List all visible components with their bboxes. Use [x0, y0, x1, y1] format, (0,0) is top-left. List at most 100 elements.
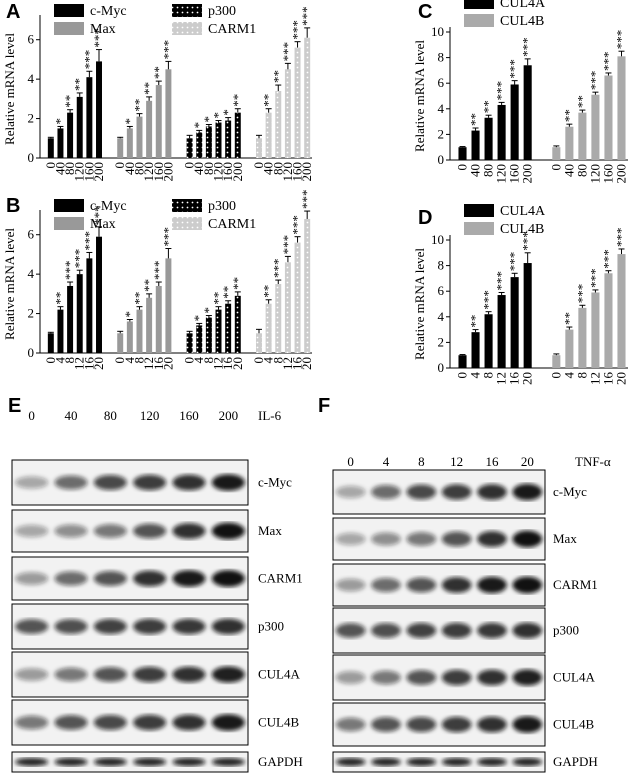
legend-swatch [464, 14, 494, 27]
x-tick-label: 4 [468, 372, 483, 379]
bar [510, 277, 519, 368]
panel-label: E [8, 395, 21, 417]
bar [76, 96, 83, 158]
x-tick-label: 16 [600, 372, 615, 386]
x-tick-label: 20 [160, 357, 175, 370]
band-group [15, 570, 245, 587]
bar [275, 284, 282, 353]
bar [126, 321, 133, 353]
protein-label: CUL4B [553, 717, 595, 732]
significance: *** [600, 249, 615, 269]
bar [234, 295, 241, 353]
band [133, 757, 167, 767]
x-tick-label: 80 [481, 164, 496, 177]
band [172, 714, 206, 731]
lane-label: 8 [418, 454, 425, 469]
significance: *** [280, 235, 295, 255]
y-tick-label: 2 [28, 306, 35, 321]
significance: *** [507, 59, 522, 79]
significance: * [211, 112, 226, 119]
panel-label: A [6, 1, 20, 23]
x-tick-label: 16 [220, 357, 235, 371]
band [172, 570, 206, 587]
band [477, 531, 507, 547]
x-tick-label: 0 [455, 164, 470, 171]
x-tick-label: 80 [131, 162, 146, 175]
y-tick-label: 4 [28, 266, 35, 281]
blot-box [11, 651, 249, 698]
band-group [335, 622, 543, 639]
band [441, 577, 472, 593]
x-tick-label: 20 [230, 357, 245, 370]
y-tick-label: 8 [438, 50, 445, 65]
significance: *** [520, 37, 535, 57]
band [477, 757, 507, 767]
panel-label: D [418, 207, 432, 229]
band [54, 571, 88, 586]
bar [294, 242, 301, 353]
bar [304, 37, 311, 158]
bar [67, 112, 74, 158]
band [371, 717, 401, 732]
x-tick-label: 12 [587, 372, 602, 385]
bar [497, 104, 506, 160]
band [335, 485, 366, 499]
x-tick-label: 0 [43, 357, 58, 364]
protein-label: p300 [258, 619, 284, 634]
x-tick-label: 160 [220, 162, 235, 182]
significance: ** [261, 285, 276, 298]
x-tick-label: 160 [81, 162, 96, 182]
bar [47, 138, 54, 158]
lane-label: 16 [486, 454, 500, 469]
bar [294, 47, 301, 158]
significance: *** [507, 252, 522, 272]
lane-label: 120 [140, 408, 160, 423]
y-tick-label: 0 [438, 360, 445, 375]
y-tick-label: 0 [438, 152, 445, 167]
bar [234, 112, 241, 158]
bar [67, 285, 74, 353]
x-tick-label: 20 [91, 357, 106, 370]
band [371, 757, 401, 767]
x-tick-label: 0 [182, 357, 197, 364]
bar [117, 138, 124, 158]
y-tick-label: 10 [431, 24, 444, 39]
significance: *** [613, 227, 628, 247]
x-tick-label: 8 [574, 372, 589, 379]
band [133, 666, 167, 683]
significance: ** [131, 99, 146, 112]
band-group [15, 757, 245, 767]
legend-swatch [172, 4, 202, 17]
legend-swatch [54, 199, 84, 212]
band [211, 618, 245, 635]
x-tick-label: 160 [507, 164, 522, 184]
x-tick-label: 12 [494, 372, 509, 385]
band [335, 717, 366, 732]
band [54, 619, 88, 634]
bar [604, 75, 613, 160]
x-tick-label: 200 [520, 164, 535, 184]
legend-label: CARM1 [208, 217, 256, 232]
y-axis-label: Relative mRNA level [2, 228, 17, 340]
bar [165, 69, 172, 158]
bar [458, 355, 467, 368]
treatment-label: IL-6 [258, 408, 282, 423]
band [172, 757, 206, 767]
significance: * [220, 109, 235, 116]
band-group [15, 618, 245, 635]
x-tick-label: 4 [191, 357, 206, 364]
significance: *** [587, 71, 602, 91]
x-tick-label: 4 [122, 357, 137, 364]
x-tick-label: 0 [251, 162, 266, 169]
protein-label: CARM1 [553, 577, 598, 592]
band-group [15, 666, 245, 683]
bar [265, 112, 272, 158]
band [371, 532, 401, 546]
band [335, 623, 366, 638]
significance: *** [520, 231, 535, 251]
band [54, 715, 88, 730]
band [15, 572, 49, 585]
blot-box [11, 556, 249, 601]
band [133, 570, 167, 587]
significance: ** [481, 100, 496, 113]
